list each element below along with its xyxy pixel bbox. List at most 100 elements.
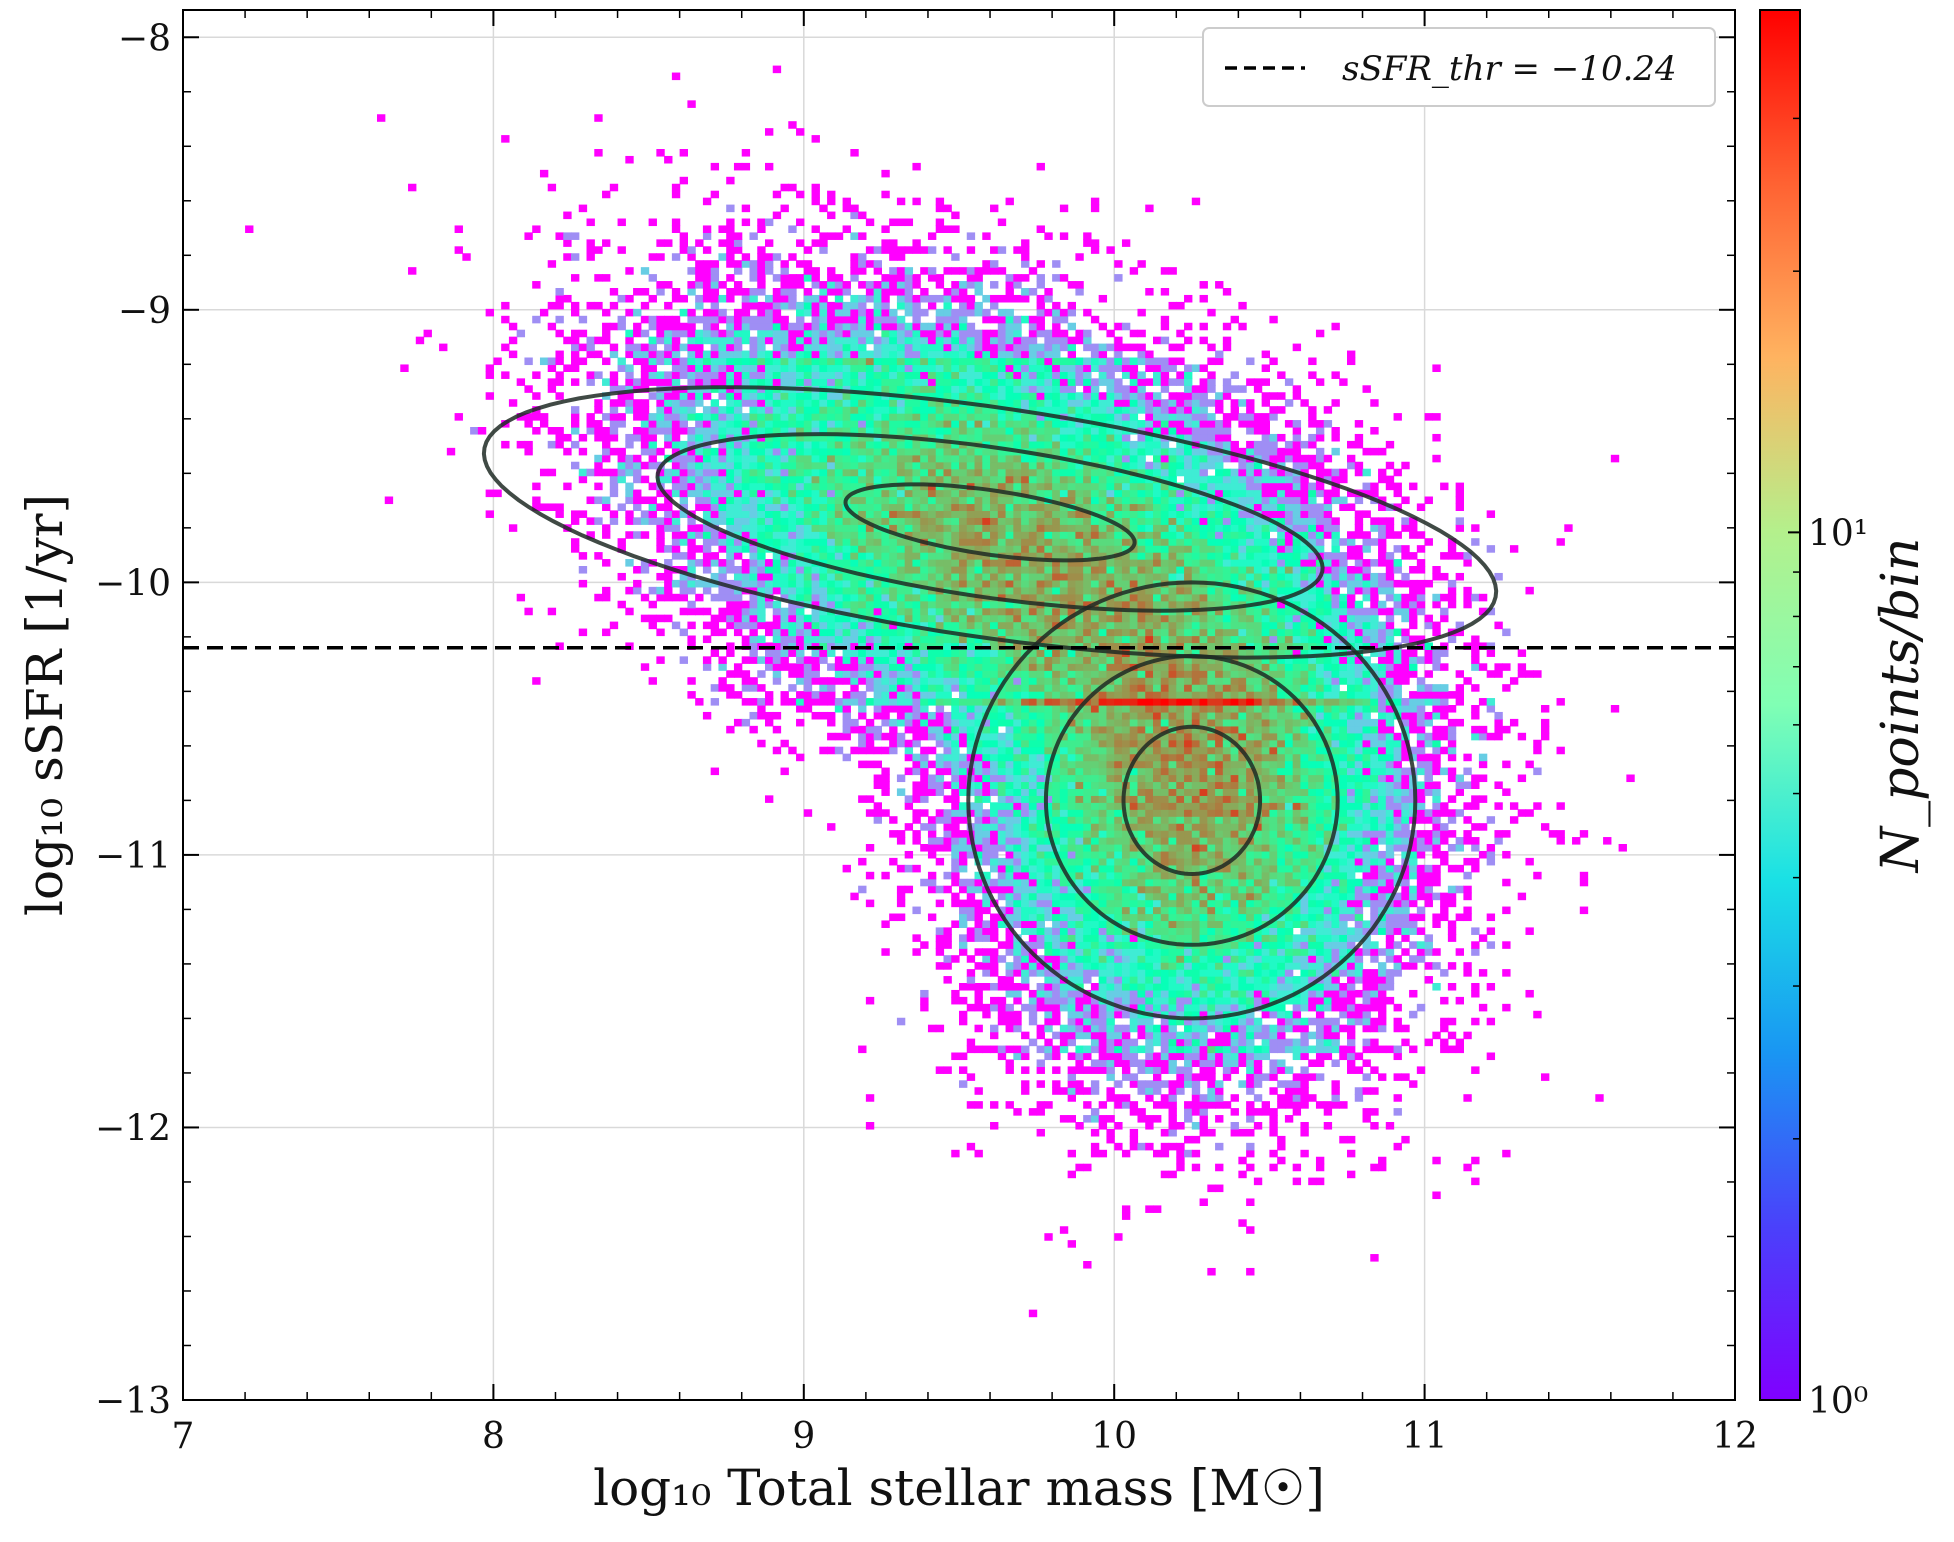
histogram-bin (1316, 712, 1324, 720)
histogram-bin (1060, 983, 1068, 991)
histogram-bin (1029, 608, 1037, 616)
histogram-bin (936, 761, 944, 769)
histogram-bin (982, 684, 990, 692)
histogram-bin (1021, 955, 1029, 963)
histogram-bin (1021, 886, 1029, 894)
histogram-bin (1440, 712, 1448, 720)
histogram-bin (1184, 983, 1192, 991)
histogram-bin (1324, 788, 1332, 796)
histogram-bin (928, 608, 936, 616)
histogram-bin (1347, 1171, 1355, 1179)
histogram-bin (1176, 788, 1184, 796)
histogram-bin (1347, 927, 1355, 935)
histogram-bin (1207, 1094, 1215, 1102)
histogram-bin (1425, 691, 1433, 699)
histogram-bin (1176, 636, 1184, 644)
histogram-bin (1269, 795, 1277, 803)
histogram-bin (1037, 747, 1045, 755)
histogram-bin (1145, 698, 1153, 706)
histogram-bin (1339, 969, 1347, 977)
histogram-bin (1021, 684, 1029, 692)
histogram-bin (1161, 809, 1169, 817)
histogram-bin (1223, 976, 1231, 984)
histogram-bin (1293, 733, 1301, 741)
histogram-bin (1355, 802, 1363, 810)
histogram-bin (975, 684, 983, 692)
histogram-bin (951, 1053, 959, 1061)
histogram-bin (1370, 1025, 1378, 1033)
histogram-bin (1300, 948, 1308, 956)
histogram-bin (982, 608, 990, 616)
histogram-bin (967, 684, 975, 692)
histogram-bin (1502, 788, 1510, 796)
histogram-bin (1324, 934, 1332, 942)
histogram-bin (928, 781, 936, 789)
histogram-bin (1114, 1053, 1122, 1061)
histogram-bin (1083, 837, 1091, 845)
histogram-bin (1231, 983, 1239, 991)
histogram-bin (1200, 747, 1208, 755)
histogram-bin (943, 886, 951, 894)
histogram-bin (1215, 1185, 1223, 1193)
histogram-bin (1130, 691, 1138, 699)
histogram-bin (975, 802, 983, 810)
histogram-bin (765, 698, 773, 706)
histogram-bin (1130, 719, 1138, 727)
histogram-bin (1231, 1039, 1239, 1047)
histogram-bin (1215, 677, 1223, 685)
histogram-bin (1355, 837, 1363, 845)
histogram-bin (1052, 726, 1060, 734)
histogram-bin (881, 747, 889, 755)
histogram-bin (1184, 1053, 1192, 1061)
histogram-bin (1300, 733, 1308, 741)
histogram-bin (1068, 740, 1076, 748)
histogram-bin (1106, 1094, 1114, 1102)
histogram-bin (1130, 1018, 1138, 1026)
histogram-bin (1487, 983, 1495, 991)
histogram-bin (1215, 705, 1223, 713)
histogram-bin (1355, 629, 1363, 637)
histogram-bin (1153, 705, 1161, 713)
histogram-bin (1021, 893, 1029, 901)
histogram-bin (897, 698, 905, 706)
histogram-bin (1169, 837, 1177, 845)
histogram-bin (912, 761, 920, 769)
histogram-bin (1130, 955, 1138, 963)
histogram-bin (1409, 865, 1417, 873)
histogram-bin (1293, 1101, 1301, 1109)
histogram-bin (1052, 670, 1060, 678)
histogram-bin (1169, 781, 1177, 789)
histogram-bin (1200, 691, 1208, 699)
histogram-bin (1192, 1164, 1200, 1172)
histogram-bin (1200, 1066, 1208, 1074)
histogram-bin (1308, 1178, 1316, 1186)
histogram-bin (1176, 615, 1184, 623)
histogram-bin (1075, 1018, 1083, 1026)
histogram-bin (1487, 705, 1495, 713)
histogram-bin (1207, 684, 1215, 692)
histogram-bin (1246, 747, 1254, 755)
histogram-bin (1363, 712, 1371, 720)
histogram-bin (1068, 726, 1076, 734)
histogram-bin (1068, 1073, 1076, 1081)
histogram-bin (1060, 761, 1068, 769)
histogram-bin (1169, 1115, 1177, 1123)
histogram-bin (967, 976, 975, 984)
histogram-bin (1013, 615, 1021, 623)
histogram-bin (1409, 1046, 1417, 1054)
histogram-bin (1161, 983, 1169, 991)
histogram-bin (1145, 788, 1153, 796)
histogram-bin (1386, 941, 1394, 949)
histogram-bin (1184, 712, 1192, 720)
histogram-bin (1122, 948, 1130, 956)
histogram-bin (998, 670, 1006, 678)
histogram-bin (1409, 649, 1417, 657)
histogram-bin (1363, 872, 1371, 880)
histogram-bin (1083, 705, 1091, 713)
histogram-bin (998, 872, 1006, 880)
histogram-bin (1099, 969, 1107, 977)
histogram-bin (1052, 872, 1060, 880)
histogram-bin (905, 608, 913, 616)
histogram-bin (1021, 1066, 1029, 1074)
histogram-bin (1192, 1101, 1200, 1109)
